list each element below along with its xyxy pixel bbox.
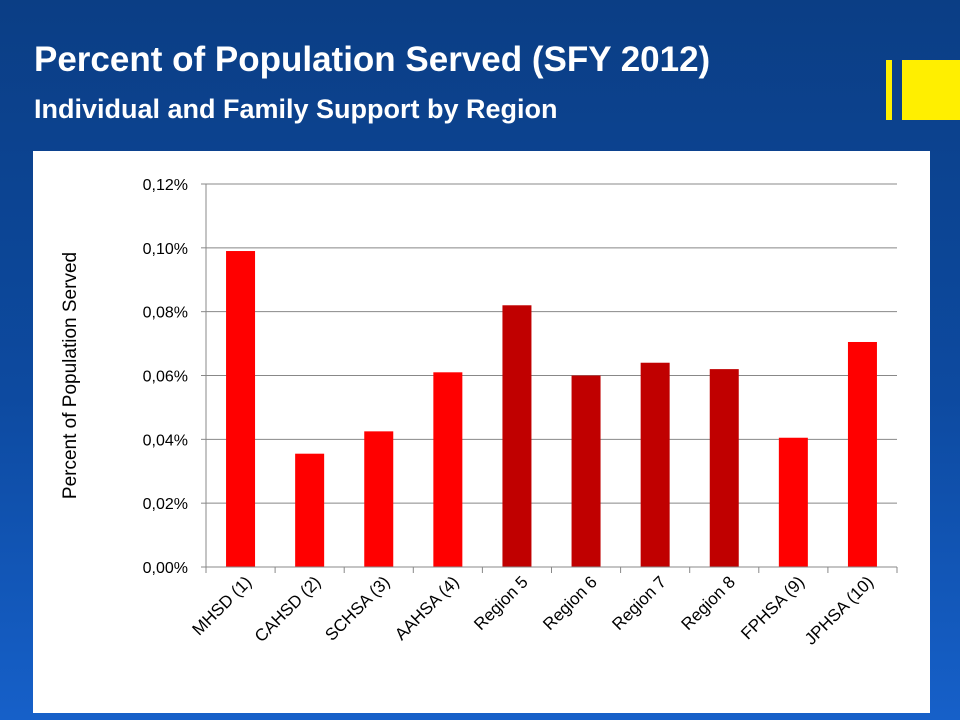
accent-bar-block bbox=[902, 60, 960, 120]
y-tick-label: 0,08% bbox=[143, 305, 188, 322]
bar bbox=[778, 437, 808, 567]
y-tick-label: 0,12% bbox=[143, 177, 188, 194]
accent-bar-thin bbox=[886, 60, 892, 120]
bar bbox=[433, 372, 463, 567]
bar bbox=[640, 362, 670, 567]
bar bbox=[847, 341, 877, 567]
bar bbox=[295, 453, 325, 567]
bar bbox=[364, 431, 394, 567]
bar bbox=[571, 375, 601, 567]
x-tick-label: JPHSA (10) bbox=[801, 572, 877, 648]
y-tick-label: 0,04% bbox=[143, 432, 188, 449]
y-tick-label: 0,10% bbox=[143, 241, 188, 258]
bar bbox=[709, 369, 739, 567]
y-tick-label: 0,00% bbox=[143, 560, 188, 577]
x-tick-label: Region 8 bbox=[678, 572, 740, 634]
axes bbox=[201, 183, 898, 573]
x-tick-label: FPHSA (9) bbox=[737, 572, 808, 643]
x-tick-label: Region 7 bbox=[608, 572, 670, 634]
slide-subtitle: Individual and Family Support by Region bbox=[34, 94, 558, 124]
bars bbox=[226, 251, 877, 567]
bar bbox=[502, 305, 532, 567]
x-tick-label: Region 5 bbox=[470, 572, 532, 634]
y-tick-label: 0,06% bbox=[143, 369, 188, 386]
bar-chart: 0,00% 0,02% 0,04% 0,06% 0,08% 0,10% 0,12% MHSD … bbox=[60, 177, 898, 649]
x-tick-label: SCHSA (3) bbox=[321, 572, 393, 644]
y-tick-label: 0,02% bbox=[143, 496, 188, 513]
x-tick-label: AAHSA (4) bbox=[391, 572, 463, 644]
x-tick-label: Region 6 bbox=[539, 572, 601, 634]
slide-title: Percent of Population Served (SFY 2012) bbox=[34, 40, 711, 79]
y-axis-title: Percent of Population Served bbox=[60, 252, 81, 499]
chart-panel: 0,00% 0,02% 0,04% 0,06% 0,08% 0,10% 0,12% MHSD … bbox=[33, 151, 930, 713]
x-tick-label: CAHSD (2) bbox=[251, 572, 325, 646]
bar bbox=[226, 251, 256, 567]
x-tick-label: MHSD (1) bbox=[189, 572, 256, 639]
